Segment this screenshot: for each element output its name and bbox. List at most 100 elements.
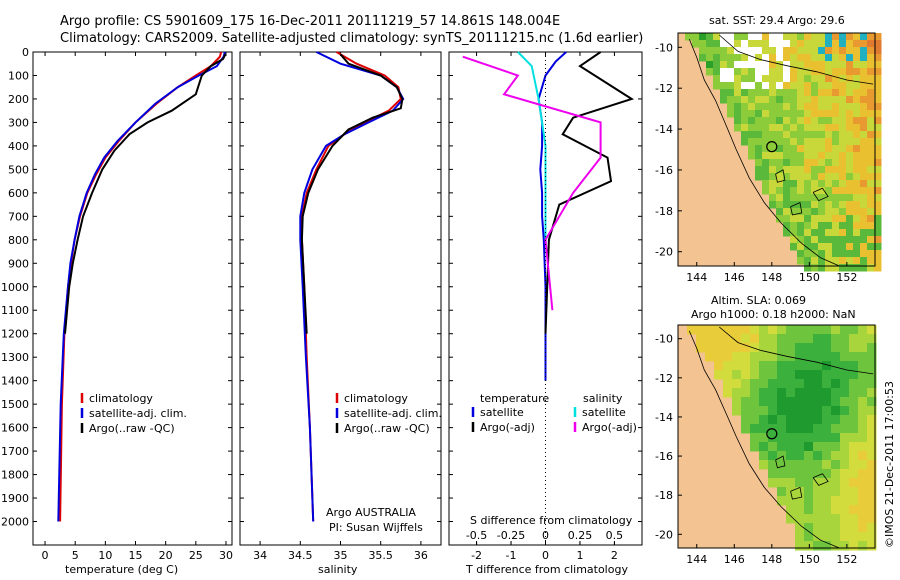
map-cell [839, 131, 847, 139]
map-cell [813, 514, 823, 524]
map-cell [777, 370, 787, 380]
map-cell [804, 415, 814, 425]
map-cell [831, 451, 841, 461]
map-cell [839, 47, 847, 55]
map-cell [811, 82, 819, 90]
map-cell [867, 541, 877, 551]
map-cell [831, 370, 841, 380]
map-cell [777, 424, 787, 434]
map-cell [849, 334, 859, 344]
map-cell [804, 82, 812, 90]
map-cell [759, 325, 769, 335]
map-cell [804, 257, 812, 265]
map-cell [750, 352, 760, 362]
y-tick-label: 200 [8, 93, 29, 106]
map-cell [713, 40, 721, 48]
map-cell [768, 433, 778, 443]
map-cell [831, 514, 841, 524]
map-cell [769, 145, 777, 153]
map-cell [825, 257, 833, 265]
map-cell [777, 361, 787, 371]
map-cell [813, 424, 823, 434]
map-cell [783, 138, 791, 146]
map-cell [786, 505, 796, 515]
map-cell [825, 103, 833, 111]
map-cell [860, 166, 868, 174]
map-cell [874, 61, 882, 69]
map-cell [831, 442, 841, 452]
map-cell [741, 424, 751, 434]
map-cell [804, 433, 814, 443]
map-cell [825, 187, 833, 195]
map-cell [811, 243, 819, 251]
map-cell [867, 264, 875, 272]
map-cell [811, 61, 819, 69]
map-cell [786, 406, 796, 416]
map-cell [858, 523, 868, 533]
map-cell [832, 96, 840, 104]
map-cell [818, 40, 826, 48]
map-cell [768, 361, 778, 371]
map-cell [786, 397, 796, 407]
x-tick-label: 15 [129, 549, 143, 562]
map-cell [849, 487, 859, 497]
map-cell [797, 166, 805, 174]
map-cell [858, 541, 868, 551]
map-cell [777, 496, 787, 506]
map-cell [840, 370, 850, 380]
map-cell [831, 379, 841, 389]
series-line-salinity-argo-adj- [462, 55, 602, 311]
x2-tick-label: 0.5 [606, 529, 624, 542]
map-cell [813, 352, 823, 362]
map-cell [860, 33, 868, 41]
map-cell [762, 110, 770, 118]
map-cell [776, 75, 784, 83]
difference-xlabel: T difference from climatology [465, 563, 628, 576]
map-cell [831, 388, 841, 398]
map-cell [732, 325, 742, 335]
map-cell [867, 222, 875, 230]
map-cell [797, 180, 805, 188]
map-cell [839, 138, 847, 146]
map-cell [867, 236, 875, 244]
map-cell [825, 68, 833, 76]
map-cell [867, 451, 877, 461]
map-cell [839, 33, 847, 41]
map-cell [759, 442, 769, 452]
map-cell [734, 96, 742, 104]
map-cell [811, 173, 819, 181]
map-x-tick-label: 148 [761, 271, 782, 284]
map-cell [786, 496, 796, 506]
map-cell [813, 370, 823, 380]
isobath-line [812, 187, 829, 202]
map-cell [825, 250, 833, 258]
map-cell [849, 397, 859, 407]
map-cell [795, 433, 805, 443]
map-cell [795, 388, 805, 398]
map-cell [790, 33, 798, 41]
map-cell [790, 68, 798, 76]
map-cell [741, 103, 749, 111]
map-cell [777, 442, 787, 452]
map-cell [858, 397, 868, 407]
map-cell [813, 469, 823, 479]
map-cell [720, 89, 728, 97]
map-cell [705, 325, 715, 335]
map-cell [825, 243, 833, 251]
map-cell [750, 361, 760, 371]
isobath-line [688, 330, 840, 549]
map-cell [825, 75, 833, 83]
map-cell [825, 138, 833, 146]
map-cell [839, 152, 847, 160]
map-cell [732, 352, 742, 362]
map-cell [755, 96, 763, 104]
map-cell [741, 406, 751, 416]
map-cell [853, 194, 861, 202]
y-tick-label: 1500 [1, 398, 29, 411]
map-cell [734, 103, 742, 111]
map-cell [786, 424, 796, 434]
map-cell [874, 194, 882, 202]
map-cell [860, 243, 868, 251]
map-cell [849, 415, 859, 425]
map-cell [748, 131, 756, 139]
